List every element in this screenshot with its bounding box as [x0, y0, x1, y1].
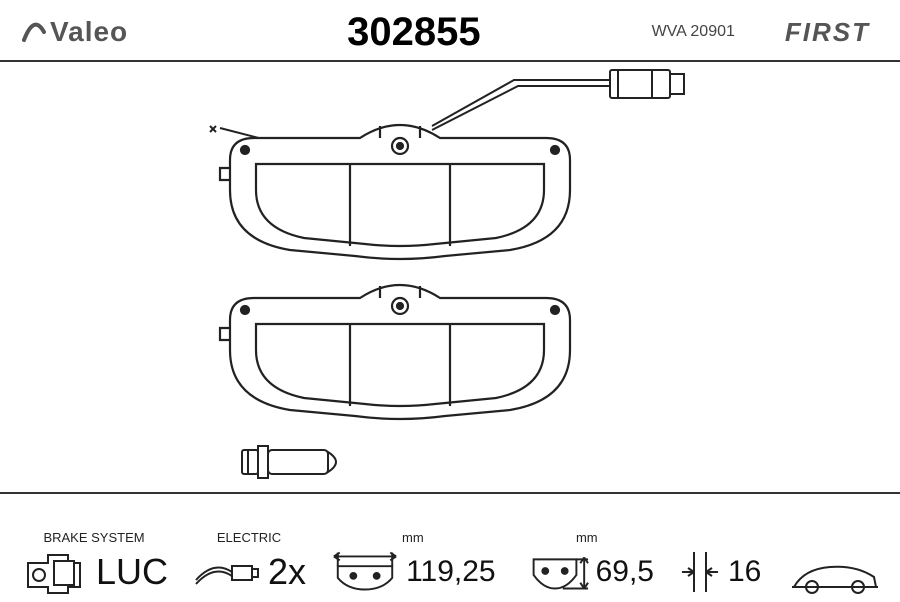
brand-logo: Valeo [20, 16, 128, 48]
height-value: 69,5 [596, 555, 654, 589]
width-label: mm [402, 530, 424, 545]
height-icon [520, 547, 590, 597]
sensor-plug-icon [192, 547, 262, 597]
height-label: mm [576, 530, 598, 545]
spec-brake-system: BRAKE SYSTEM LUC [20, 505, 168, 597]
accessory-bolt-icon [240, 440, 360, 484]
brake-pad-bottom-icon [210, 280, 590, 430]
spec-electric: ELECTRIC 2x [192, 505, 306, 597]
valeo-swoosh-icon [20, 18, 48, 46]
brake-pad-top-icon [210, 120, 590, 270]
spec-thickness: 16 [678, 505, 761, 597]
thickness-icon [678, 547, 722, 597]
vehicle-silhouette [790, 505, 880, 597]
car-icon [790, 557, 880, 597]
electric-qty: 2x [268, 551, 306, 593]
spec-width: mm 119,25 [330, 505, 496, 597]
thickness-label [718, 530, 722, 545]
series-label: FIRST [785, 17, 870, 48]
technical-drawing [0, 62, 900, 492]
header-bar: Valeo 302855 WVA 20901 FIRST [0, 0, 900, 60]
brand-text: Valeo [50, 16, 128, 48]
wva-code: WVA 20901 [652, 23, 735, 41]
caliper-icon [20, 547, 90, 597]
brake-system-label: BRAKE SYSTEM [43, 530, 144, 545]
brake-system-value: LUC [96, 551, 168, 593]
thickness-value: 16 [728, 555, 761, 589]
spec-footer: BRAKE SYSTEM LUC ELECTRIC [0, 494, 900, 602]
part-number: 302855 [188, 10, 639, 55]
electric-label: ELECTRIC [217, 530, 281, 545]
spec-height: mm 69,5 [520, 505, 654, 597]
width-value: 119,25 [406, 555, 496, 589]
width-icon [330, 547, 400, 597]
